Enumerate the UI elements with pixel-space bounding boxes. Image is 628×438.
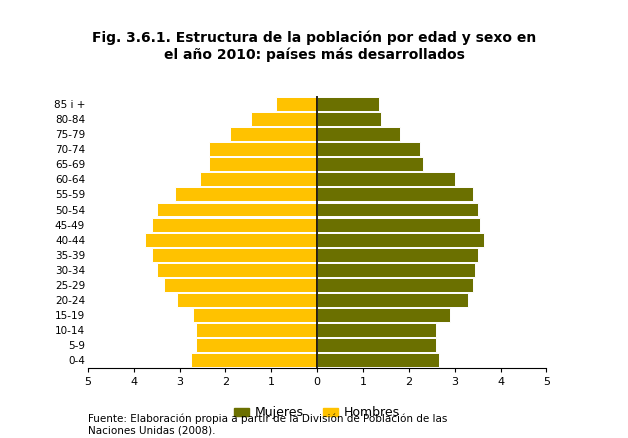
Bar bbox=[317, 218, 480, 232]
Bar bbox=[156, 263, 317, 277]
Bar bbox=[156, 202, 317, 216]
Bar bbox=[317, 157, 423, 171]
Text: Fig. 3.6.1. Estructura de la población por edad y sexo en
el año 2010: países má: Fig. 3.6.1. Estructura de la población p… bbox=[92, 31, 536, 62]
Bar bbox=[196, 338, 317, 352]
Bar bbox=[251, 112, 317, 126]
Bar bbox=[152, 248, 317, 262]
Bar bbox=[163, 278, 317, 292]
Bar bbox=[317, 248, 478, 262]
Bar bbox=[317, 323, 436, 337]
Bar bbox=[317, 338, 436, 352]
Bar bbox=[317, 308, 450, 322]
Bar bbox=[175, 187, 317, 201]
Bar bbox=[193, 308, 317, 322]
Bar bbox=[145, 233, 317, 247]
Bar bbox=[152, 218, 317, 232]
Legend: Mujeres, Hombres: Mujeres, Hombres bbox=[229, 401, 405, 424]
Bar bbox=[317, 142, 420, 156]
Bar bbox=[317, 353, 438, 367]
Bar bbox=[191, 353, 317, 367]
Bar bbox=[177, 293, 317, 307]
Bar bbox=[317, 202, 478, 216]
Bar bbox=[276, 97, 317, 111]
Bar bbox=[317, 112, 381, 126]
Bar bbox=[200, 173, 317, 186]
Bar bbox=[317, 97, 379, 111]
Bar bbox=[209, 142, 317, 156]
Bar bbox=[317, 173, 455, 186]
Bar bbox=[317, 127, 399, 141]
Bar bbox=[317, 233, 484, 247]
Bar bbox=[230, 127, 317, 141]
Bar bbox=[209, 157, 317, 171]
Bar bbox=[317, 263, 475, 277]
Text: Fuente: Elaboración propia a partir de la División de Población de las
Naciones : Fuente: Elaboración propia a partir de l… bbox=[88, 414, 447, 436]
Bar bbox=[317, 278, 473, 292]
Bar bbox=[317, 187, 473, 201]
Bar bbox=[196, 323, 317, 337]
Bar bbox=[317, 293, 468, 307]
